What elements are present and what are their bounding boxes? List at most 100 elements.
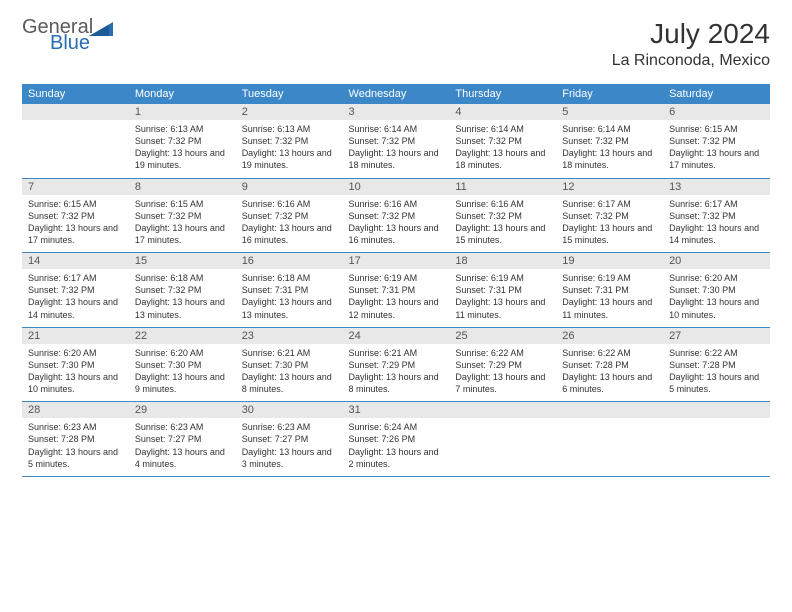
sunset-text: Sunset: 7:32 PM <box>562 135 657 147</box>
sunrise-text: Sunrise: 6:17 AM <box>562 198 657 210</box>
day-body: Sunrise: 6:22 AMSunset: 7:29 PMDaylight:… <box>449 344 556 402</box>
daylight-text: Daylight: 13 hours and 6 minutes. <box>562 371 657 395</box>
sunrise-text: Sunrise: 6:17 AM <box>28 272 123 284</box>
sunrise-text: Sunrise: 6:20 AM <box>669 272 764 284</box>
sunrise-text: Sunrise: 6:16 AM <box>242 198 337 210</box>
day-number: 17 <box>343 253 450 269</box>
logo: General Blue <box>22 18 115 53</box>
day-number: 15 <box>129 253 236 269</box>
weekday-header: Wednesday <box>343 84 450 104</box>
daylight-text: Daylight: 13 hours and 14 minutes. <box>669 222 764 246</box>
day-body <box>22 120 129 174</box>
location-label: La Rinconoda, Mexico <box>612 52 770 70</box>
daylight-text: Daylight: 13 hours and 17 minutes. <box>28 222 123 246</box>
daylight-text: Daylight: 13 hours and 3 minutes. <box>242 446 337 470</box>
day-number: 14 <box>22 253 129 269</box>
day-body: Sunrise: 6:21 AMSunset: 7:30 PMDaylight:… <box>236 344 343 402</box>
day-number: 2 <box>236 104 343 120</box>
week-row: 21Sunrise: 6:20 AMSunset: 7:30 PMDayligh… <box>22 327 770 402</box>
day-body: Sunrise: 6:23 AMSunset: 7:27 PMDaylight:… <box>129 418 236 476</box>
day-number <box>663 402 770 418</box>
sunrise-text: Sunrise: 6:22 AM <box>669 347 764 359</box>
sunrise-text: Sunrise: 6:16 AM <box>455 198 550 210</box>
sunset-text: Sunset: 7:28 PM <box>562 359 657 371</box>
day-body: Sunrise: 6:20 AMSunset: 7:30 PMDaylight:… <box>129 344 236 402</box>
day-body: Sunrise: 6:24 AMSunset: 7:26 PMDaylight:… <box>343 418 450 476</box>
daylight-text: Daylight: 13 hours and 8 minutes. <box>349 371 444 395</box>
day-cell: 5Sunrise: 6:14 AMSunset: 7:32 PMDaylight… <box>556 104 663 178</box>
day-number: 25 <box>449 328 556 344</box>
day-cell: 21Sunrise: 6:20 AMSunset: 7:30 PMDayligh… <box>22 327 129 402</box>
day-body: Sunrise: 6:23 AMSunset: 7:27 PMDaylight:… <box>236 418 343 476</box>
daylight-text: Daylight: 13 hours and 10 minutes. <box>669 296 764 320</box>
sunrise-text: Sunrise: 6:18 AM <box>135 272 230 284</box>
day-body: Sunrise: 6:18 AMSunset: 7:32 PMDaylight:… <box>129 269 236 327</box>
day-body: Sunrise: 6:22 AMSunset: 7:28 PMDaylight:… <box>556 344 663 402</box>
sunrise-text: Sunrise: 6:19 AM <box>455 272 550 284</box>
day-number <box>22 104 129 120</box>
day-number: 1 <box>129 104 236 120</box>
sunset-text: Sunset: 7:32 PM <box>242 210 337 222</box>
weekday-header: Thursday <box>449 84 556 104</box>
day-body <box>663 418 770 472</box>
sunset-text: Sunset: 7:29 PM <box>349 359 444 371</box>
daylight-text: Daylight: 13 hours and 11 minutes. <box>455 296 550 320</box>
daylight-text: Daylight: 13 hours and 9 minutes. <box>135 371 230 395</box>
day-cell: 11Sunrise: 6:16 AMSunset: 7:32 PMDayligh… <box>449 178 556 253</box>
day-cell: 16Sunrise: 6:18 AMSunset: 7:31 PMDayligh… <box>236 253 343 328</box>
sunrise-text: Sunrise: 6:14 AM <box>562 123 657 135</box>
sunset-text: Sunset: 7:30 PM <box>135 359 230 371</box>
sunset-text: Sunset: 7:27 PM <box>135 433 230 445</box>
sunrise-text: Sunrise: 6:15 AM <box>28 198 123 210</box>
sunset-text: Sunset: 7:29 PM <box>455 359 550 371</box>
sunset-text: Sunset: 7:32 PM <box>242 135 337 147</box>
day-body: Sunrise: 6:17 AMSunset: 7:32 PMDaylight:… <box>22 269 129 327</box>
day-number: 9 <box>236 179 343 195</box>
weekday-header: Sunday <box>22 84 129 104</box>
day-body: Sunrise: 6:14 AMSunset: 7:32 PMDaylight:… <box>449 120 556 178</box>
day-number: 28 <box>22 402 129 418</box>
daylight-text: Daylight: 13 hours and 5 minutes. <box>669 371 764 395</box>
day-cell: 18Sunrise: 6:19 AMSunset: 7:31 PMDayligh… <box>449 253 556 328</box>
day-number: 7 <box>22 179 129 195</box>
day-body: Sunrise: 6:15 AMSunset: 7:32 PMDaylight:… <box>22 195 129 253</box>
day-number: 6 <box>663 104 770 120</box>
daylight-text: Daylight: 13 hours and 12 minutes. <box>349 296 444 320</box>
sunset-text: Sunset: 7:27 PM <box>242 433 337 445</box>
sunrise-text: Sunrise: 6:19 AM <box>562 272 657 284</box>
day-cell: 29Sunrise: 6:23 AMSunset: 7:27 PMDayligh… <box>129 402 236 477</box>
daylight-text: Daylight: 13 hours and 14 minutes. <box>28 296 123 320</box>
day-cell: 24Sunrise: 6:21 AMSunset: 7:29 PMDayligh… <box>343 327 450 402</box>
day-cell: 7Sunrise: 6:15 AMSunset: 7:32 PMDaylight… <box>22 178 129 253</box>
sunset-text: Sunset: 7:31 PM <box>562 284 657 296</box>
daylight-text: Daylight: 13 hours and 16 minutes. <box>242 222 337 246</box>
daylight-text: Daylight: 13 hours and 19 minutes. <box>242 147 337 171</box>
day-number: 16 <box>236 253 343 269</box>
sunset-text: Sunset: 7:32 PM <box>669 210 764 222</box>
daylight-text: Daylight: 13 hours and 13 minutes. <box>242 296 337 320</box>
day-cell <box>449 402 556 477</box>
sunrise-text: Sunrise: 6:22 AM <box>455 347 550 359</box>
week-row: 1Sunrise: 6:13 AMSunset: 7:32 PMDaylight… <box>22 104 770 178</box>
day-number: 23 <box>236 328 343 344</box>
sunset-text: Sunset: 7:32 PM <box>562 210 657 222</box>
day-number: 18 <box>449 253 556 269</box>
daylight-text: Daylight: 13 hours and 8 minutes. <box>242 371 337 395</box>
month-title: July 2024 <box>612 18 770 50</box>
day-body: Sunrise: 6:16 AMSunset: 7:32 PMDaylight:… <box>449 195 556 253</box>
daylight-text: Daylight: 13 hours and 19 minutes. <box>135 147 230 171</box>
day-number: 10 <box>343 179 450 195</box>
weekday-header: Monday <box>129 84 236 104</box>
daylight-text: Daylight: 13 hours and 17 minutes. <box>669 147 764 171</box>
day-cell: 17Sunrise: 6:19 AMSunset: 7:31 PMDayligh… <box>343 253 450 328</box>
sunset-text: Sunset: 7:31 PM <box>242 284 337 296</box>
daylight-text: Daylight: 13 hours and 18 minutes. <box>455 147 550 171</box>
day-cell: 20Sunrise: 6:20 AMSunset: 7:30 PMDayligh… <box>663 253 770 328</box>
sunset-text: Sunset: 7:28 PM <box>28 433 123 445</box>
sunset-text: Sunset: 7:30 PM <box>28 359 123 371</box>
daylight-text: Daylight: 13 hours and 2 minutes. <box>349 446 444 470</box>
sunrise-text: Sunrise: 6:23 AM <box>242 421 337 433</box>
weekday-header: Tuesday <box>236 84 343 104</box>
daylight-text: Daylight: 13 hours and 16 minutes. <box>349 222 444 246</box>
day-cell: 28Sunrise: 6:23 AMSunset: 7:28 PMDayligh… <box>22 402 129 477</box>
